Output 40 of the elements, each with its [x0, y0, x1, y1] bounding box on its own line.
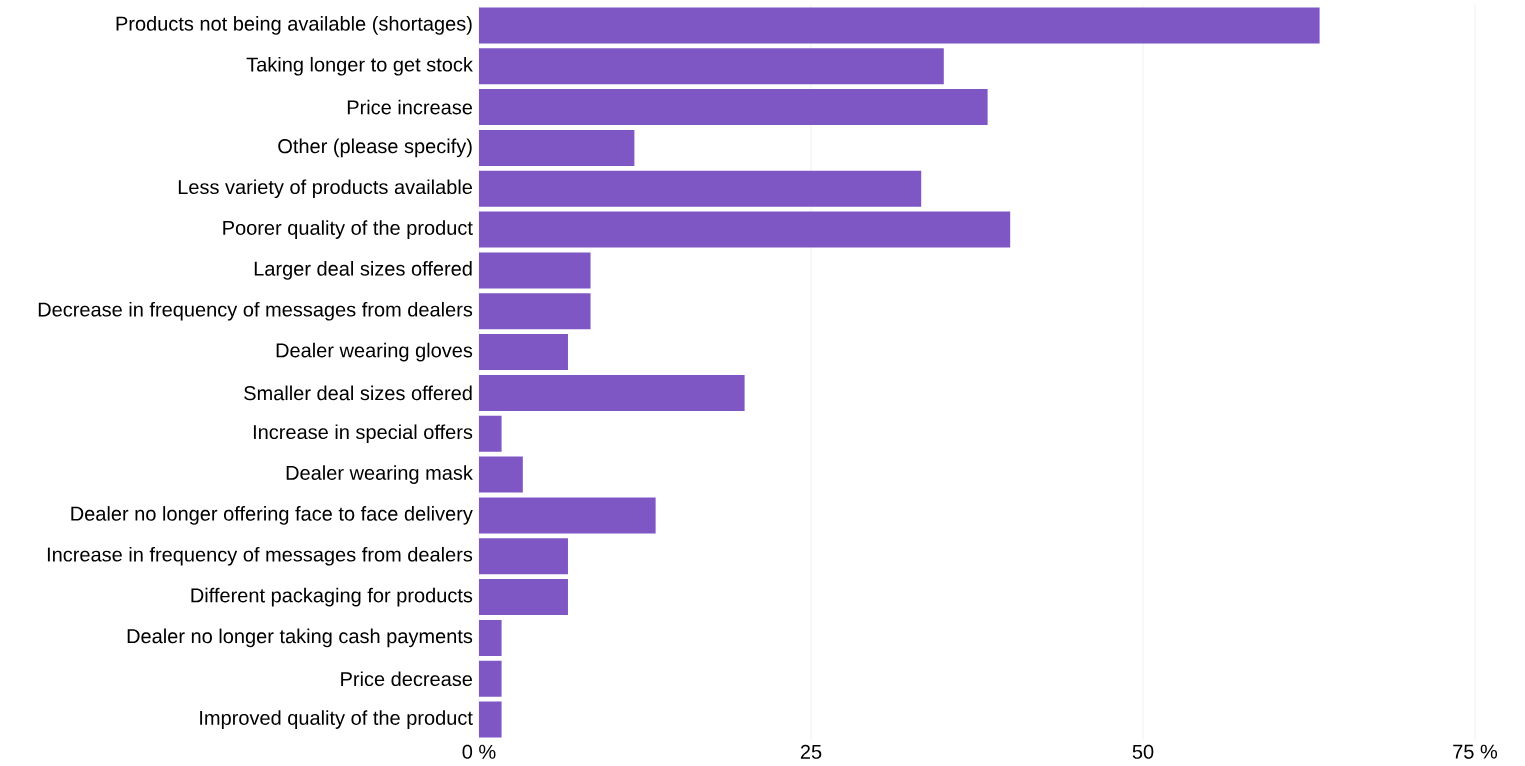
y-tick-label: Price decrease — [341, 671, 473, 687]
y-tick-label: Dealer wearing gloves — [276, 342, 473, 362]
bar — [479, 293, 591, 330]
bar — [479, 579, 568, 616]
bar — [479, 538, 568, 575]
y-tick-label: Smaller deal sizes offered — [244, 385, 472, 401]
bar — [479, 415, 502, 452]
x-tick-label: 0 % — [462, 744, 496, 759]
x-tick-label: 25 — [800, 744, 822, 759]
bar — [479, 619, 502, 656]
bar — [479, 701, 502, 738]
y-tick-label: Dealer no longer taking cash payments — [127, 628, 473, 648]
y-tick-label: Other (please specify) — [278, 138, 472, 158]
y-tick-label: Price increase — [347, 99, 473, 115]
y-tick-label: Increase in special offers — [253, 424, 473, 444]
bar — [479, 334, 568, 371]
y-tick-label: Less variety of products available — [178, 179, 473, 199]
y-tick-label: Improved quality of the product — [200, 710, 473, 729]
bar — [479, 456, 523, 493]
x-tick-label: 50 — [1132, 744, 1154, 759]
bar — [479, 48, 944, 85]
bar — [479, 170, 922, 207]
y-tick-label: Dealer wearing mask — [286, 465, 473, 484]
y-tick-label: Different packaging for products — [191, 587, 473, 607]
y-tick-label: Dealer no longer offering face to face delivery — [71, 506, 473, 525]
bar — [479, 374, 745, 411]
y-tick-label: Increase in frequency of messages from dealers — [47, 546, 473, 566]
bar — [479, 497, 656, 534]
bar — [479, 660, 502, 697]
y-tick-label: Poorer quality of the product — [223, 220, 473, 239]
bar — [479, 7, 1320, 44]
y-tick-label: Decrease in frequency of messages from dealers — [38, 301, 473, 321]
y-tick-label: Products not being available (shortages) — [116, 16, 472, 35]
bar — [479, 89, 988, 126]
x-tick-label: 75 % — [1453, 744, 1498, 759]
bar — [479, 211, 1011, 248]
bar — [479, 252, 591, 289]
y-tick-label: Larger deal sizes offered — [254, 261, 472, 280]
y-tick-label: Taking longer to get stock — [246, 56, 473, 76]
bar — [479, 129, 635, 166]
